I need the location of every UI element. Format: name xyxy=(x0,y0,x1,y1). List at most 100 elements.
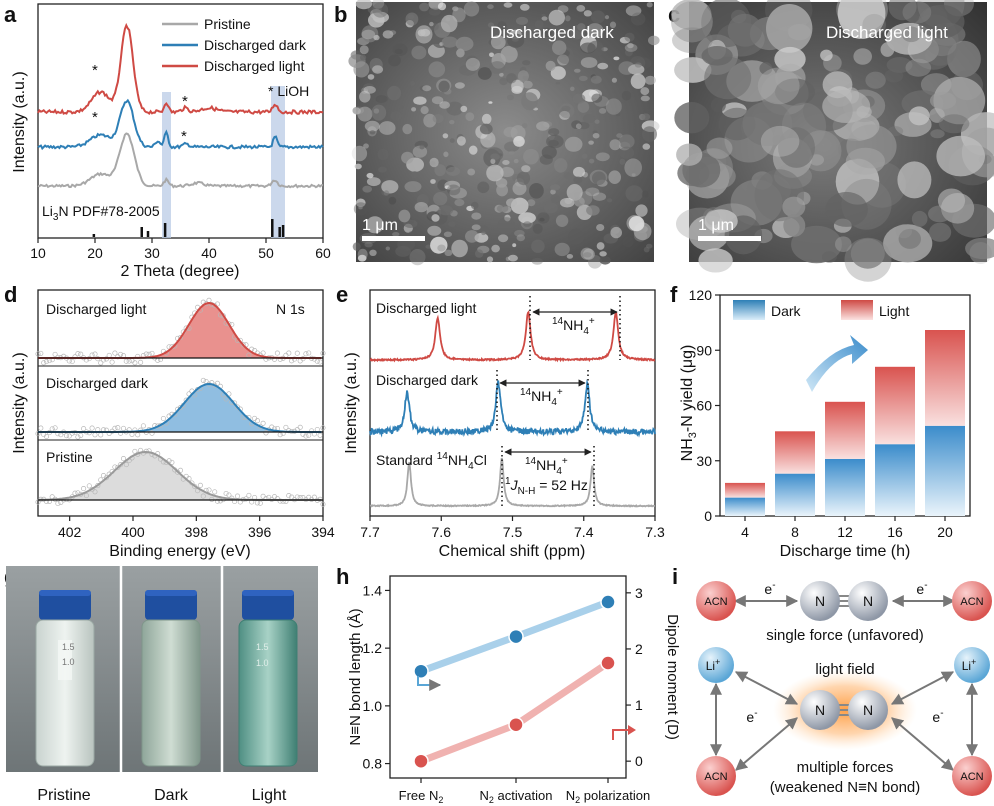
xps-tick-label: 394 xyxy=(311,524,335,540)
bar-light xyxy=(875,366,915,445)
panel-letter-h: h xyxy=(336,564,349,589)
nmr-label-dark: Discharged dark xyxy=(376,372,479,388)
yield-x-tick-label: 16 xyxy=(887,524,903,540)
vial-tick-1-0: 1.0 xyxy=(62,657,75,667)
xps-tick-label: 396 xyxy=(248,524,272,540)
legend-swatch-dark xyxy=(733,300,765,320)
nmr-nh4-label-2: 14NH4+ xyxy=(520,387,563,408)
panel-letter-b: b xyxy=(334,2,347,27)
nmr-nh4-label-3: 14NH4+ xyxy=(525,456,568,477)
single-force-caption: single force (unfavored) xyxy=(766,627,924,644)
acn-ball-bottom-right xyxy=(952,756,992,796)
li-label-right: Li+ xyxy=(962,657,977,673)
trend-arrow-icon xyxy=(806,335,868,392)
nmr-dark-line xyxy=(369,379,656,438)
bar-dark xyxy=(875,444,915,516)
cat-n2-activation: N2 activation xyxy=(480,788,553,805)
xps-tick-label: 398 xyxy=(185,524,209,540)
yield-y-tick-label: 60 xyxy=(696,398,712,414)
dipole-ylabel: Dipole moment (D) xyxy=(664,614,681,740)
dipole-line-chart xyxy=(413,594,616,769)
n-label-top-right: N xyxy=(863,593,873,609)
xps-x-ticks: 402 400 398 396 394 xyxy=(58,516,335,540)
yield-x-tick-label: 12 xyxy=(837,524,853,540)
xrd-tick-label: 30 xyxy=(144,245,160,261)
n-atom-top-right xyxy=(848,581,888,621)
nmr-tick-label: 7.3 xyxy=(645,524,665,540)
acn-label-bottom-left: ACN xyxy=(704,771,727,783)
electron-top-left: e- xyxy=(764,580,775,597)
legend-swatch-light xyxy=(841,300,873,320)
dipole-point xyxy=(600,655,616,671)
dipole-tick-label: 2 xyxy=(635,641,643,657)
vial-light-tick-1-5: 1.5 xyxy=(256,642,269,652)
sem-dark-scale-bar xyxy=(362,236,425,241)
vial-label-pristine: Pristine xyxy=(37,787,90,804)
vial-label-light: Light xyxy=(252,787,287,804)
yield-y-tick-label: 0 xyxy=(704,508,712,524)
left-axis-pointer-icon xyxy=(417,676,442,691)
xrd-legend-pristine: Pristine xyxy=(204,16,251,32)
yield-y-tick-label: 30 xyxy=(696,453,712,469)
nmr-tick-label: 7.4 xyxy=(574,524,594,540)
vial-tick-1-5: 1.5 xyxy=(62,642,75,652)
sem-light-scale-bar xyxy=(698,236,761,241)
xps-curves xyxy=(35,297,326,507)
n-atom-bottom-left xyxy=(800,690,840,730)
li-label-left: Li+ xyxy=(706,657,721,673)
xrd-tick-label: 40 xyxy=(201,245,217,261)
vial-light: 1.5 1.0 xyxy=(238,590,298,767)
n-atom-bottom-right xyxy=(848,690,888,730)
dipole-tick-label: 1 xyxy=(635,697,643,713)
sem-light-scale-label: 1 μm xyxy=(698,217,734,234)
li-ion-left xyxy=(698,647,734,683)
panel-h: h 0.8 1.0 1.2 1.4 0 1 2 3 N≡N bond length (Å) D… xyxy=(336,564,681,805)
vial-dark xyxy=(141,590,201,767)
acn-label-bottom-right: ACN xyxy=(960,771,983,783)
bond-length-tick-label: 1.2 xyxy=(363,640,383,656)
nmr-annotations xyxy=(496,296,621,506)
xrd-legend: Pristine Discharged dark Discharged ligh… xyxy=(162,16,307,74)
n-label-bottom-right: N xyxy=(863,702,873,718)
panel-f: f 4 8 12 16 20 0 30 60 90 120 Dark Light Discharg… xyxy=(670,282,971,560)
xps-core-label: N 1s xyxy=(276,301,305,317)
electron-bottom-left: e- xyxy=(746,708,757,725)
bar-light xyxy=(775,431,815,474)
acn-ball-top-right xyxy=(952,581,992,621)
nmr-nh4-label-1: 14NH4+ xyxy=(552,316,595,337)
acn-label-top-right: ACN xyxy=(960,596,983,608)
xrd-frame xyxy=(37,3,324,239)
xrd-tick-label: 60 xyxy=(315,245,331,261)
yield-bar-chart: 4 8 12 16 20 0 30 60 90 120 xyxy=(689,287,971,540)
xps-xlabel: Binding energy (eV) xyxy=(109,543,250,560)
panel-letter-i: i xyxy=(672,564,678,589)
bond-length-point xyxy=(600,594,616,610)
xps-tick-label: 400 xyxy=(121,524,145,540)
xrd-lioh-label: * LiOH xyxy=(268,83,309,99)
bond-length-tick-label: 1.0 xyxy=(363,698,383,714)
xrd-star-4: * xyxy=(181,128,187,145)
bar-dark xyxy=(775,473,815,516)
sem-dark-title: Discharged dark xyxy=(490,23,614,42)
yield-legend: Dark Light xyxy=(733,300,909,320)
vial-pristine: 1.5 1.0 xyxy=(35,590,95,767)
nmr-standard-line xyxy=(369,457,655,508)
xrd-tick-label: 20 xyxy=(87,245,103,261)
bond-length-tick-label: 1.4 xyxy=(363,582,383,598)
bond-length-point xyxy=(413,663,429,679)
legend-label-light: Light xyxy=(879,303,909,319)
n-label-top-left: N xyxy=(815,593,825,609)
xrd-light-line xyxy=(37,22,324,116)
bond-length-tick-label: 0.8 xyxy=(363,756,383,772)
yield-ylabel: NH3-N yield (μg) xyxy=(679,345,699,462)
panel-a: a * * * * * LiOH Li3N PDF#78-2005 Pristi… xyxy=(4,2,331,280)
nmr-x-ticks: 7.7 7.6 7.5 7.4 7.3 xyxy=(360,516,665,540)
bond-length-point xyxy=(508,628,524,645)
bar-light xyxy=(925,330,965,426)
acn-ball-bottom-left xyxy=(696,756,736,796)
n-atom-top-left xyxy=(800,581,840,621)
sem-dark-texture xyxy=(348,0,660,269)
li-ion-right xyxy=(954,647,990,683)
dipole-ticks: 0.8 1.0 1.2 1.4 0 1 2 3 xyxy=(363,582,643,783)
